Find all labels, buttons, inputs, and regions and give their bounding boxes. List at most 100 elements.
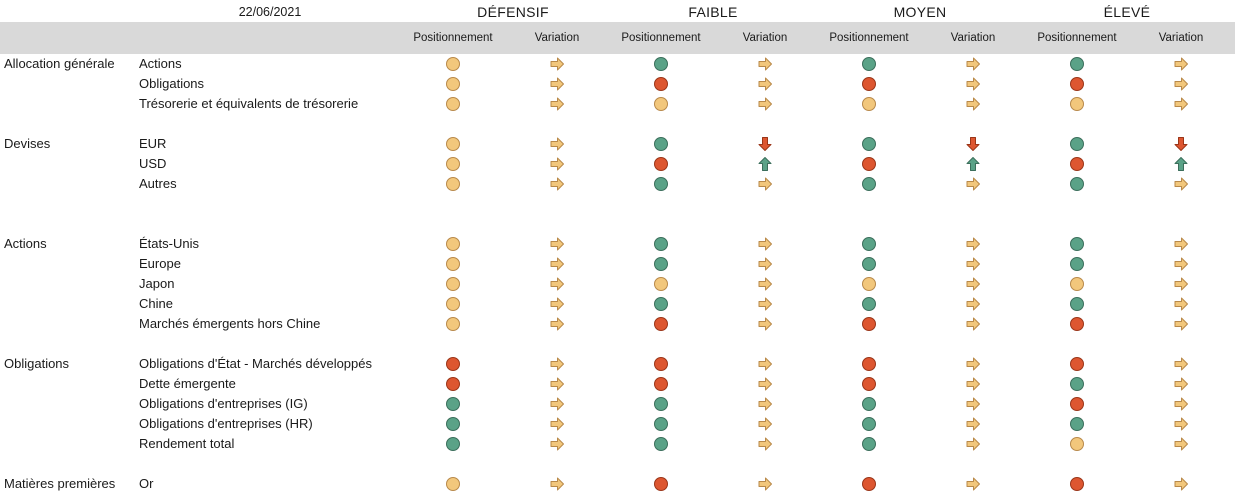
status-dot-icon	[654, 477, 668, 491]
positionnement-header: Positionnement	[413, 32, 493, 44]
status-dot-icon	[446, 137, 460, 151]
table-row: USD	[0, 154, 1235, 174]
arrow-right-icon	[966, 397, 980, 411]
arrow-right-icon	[966, 357, 980, 371]
status-dot-icon	[1070, 277, 1084, 291]
status-dot-icon	[1070, 437, 1084, 451]
variation-header: Variation	[534, 32, 580, 44]
arrow-right-icon	[758, 77, 772, 91]
variation-header: Variation	[1158, 32, 1204, 44]
arrow-right-icon	[758, 357, 772, 371]
report-date: 22/06/2021	[238, 5, 302, 19]
arrow-right-icon	[550, 237, 564, 251]
arrow-right-icon	[1174, 317, 1188, 331]
status-dot-icon	[862, 97, 876, 111]
table-row: Obligations d'entreprises (HR)	[0, 414, 1235, 434]
arrow-up-icon	[966, 157, 980, 171]
asset-label: Or	[139, 476, 154, 491]
status-dot-icon	[446, 477, 460, 491]
profile-header: DÉFENSIF	[477, 4, 549, 20]
profile-header: MOYEN	[893, 4, 947, 20]
status-dot-icon	[1070, 317, 1084, 331]
arrow-right-icon	[550, 317, 564, 331]
arrow-right-icon	[966, 277, 980, 291]
status-dot-icon	[1070, 157, 1084, 171]
status-dot-icon	[1070, 357, 1084, 371]
status-dot-icon	[862, 477, 876, 491]
arrow-right-icon	[1174, 397, 1188, 411]
status-dot-icon	[654, 257, 668, 271]
status-dot-icon	[862, 317, 876, 331]
arrow-right-icon	[1174, 77, 1188, 91]
arrow-right-icon	[758, 377, 772, 391]
arrow-down-icon	[966, 137, 980, 151]
status-dot-icon	[654, 77, 668, 91]
arrow-right-icon	[966, 317, 980, 331]
category-label: Allocation générale	[4, 56, 115, 71]
arrow-right-icon	[758, 397, 772, 411]
arrow-right-icon	[550, 297, 564, 311]
status-dot-icon	[654, 137, 668, 151]
arrow-right-icon	[550, 477, 564, 491]
asset-label: EUR	[139, 136, 167, 151]
table-row: Matières premières Or	[0, 474, 1235, 494]
status-dot-icon	[654, 237, 668, 251]
arrow-right-icon	[550, 277, 564, 291]
table-row: Rendement total	[0, 434, 1235, 454]
arrow-right-icon	[1174, 417, 1188, 431]
arrow-right-icon	[1174, 357, 1188, 371]
status-dot-icon	[1070, 57, 1084, 71]
status-dot-icon	[654, 357, 668, 371]
arrow-right-icon	[550, 57, 564, 71]
status-dot-icon	[446, 277, 460, 291]
arrow-right-icon	[966, 257, 980, 271]
arrow-up-icon	[1174, 157, 1188, 171]
status-dot-icon	[446, 377, 460, 391]
arrow-right-icon	[550, 357, 564, 371]
arrow-right-icon	[758, 57, 772, 71]
variation-header: Variation	[950, 32, 996, 44]
status-dot-icon	[1070, 237, 1084, 251]
table-row: Actions États-Unis	[0, 234, 1235, 254]
status-dot-icon	[446, 57, 460, 71]
status-dot-icon	[1070, 477, 1084, 491]
positionnement-header: Positionnement	[829, 32, 909, 44]
arrow-right-icon	[966, 417, 980, 431]
arrow-right-icon	[550, 177, 564, 191]
status-dot-icon	[446, 357, 460, 371]
status-dot-icon	[1070, 77, 1084, 91]
arrow-right-icon	[550, 397, 564, 411]
asset-label: USD	[139, 156, 167, 171]
arrow-right-icon	[966, 237, 980, 251]
status-dot-icon	[862, 57, 876, 71]
status-dot-icon	[446, 437, 460, 451]
arrow-right-icon	[758, 417, 772, 431]
arrow-right-icon	[1174, 437, 1188, 451]
arrow-up-icon	[758, 157, 772, 171]
status-dot-icon	[654, 57, 668, 71]
table-row: Obligations Obligations d'État - Marchés …	[0, 354, 1235, 374]
status-dot-icon	[862, 177, 876, 191]
table-row: Dette émergente	[0, 374, 1235, 394]
arrow-right-icon	[550, 437, 564, 451]
arrow-right-icon	[550, 97, 564, 111]
asset-label: États-Unis	[139, 236, 199, 251]
status-dot-icon	[654, 97, 668, 111]
arrow-right-icon	[1174, 297, 1188, 311]
status-dot-icon	[446, 97, 460, 111]
arrow-right-icon	[758, 317, 772, 331]
status-dot-icon	[654, 397, 668, 411]
status-dot-icon	[446, 177, 460, 191]
asset-label: Chine	[139, 296, 173, 311]
category-label: Obligations	[4, 356, 70, 371]
profile-header: ÉLEVÉ	[1103, 4, 1151, 20]
category-label: Actions	[4, 236, 47, 251]
table-row: Allocation générale Actions	[0, 54, 1235, 74]
arrow-right-icon	[966, 477, 980, 491]
status-dot-icon	[446, 157, 460, 171]
column-header-bar	[0, 22, 1235, 54]
asset-label: Japon	[139, 276, 175, 291]
status-dot-icon	[862, 297, 876, 311]
arrow-right-icon	[1174, 237, 1188, 251]
status-dot-icon	[654, 317, 668, 331]
